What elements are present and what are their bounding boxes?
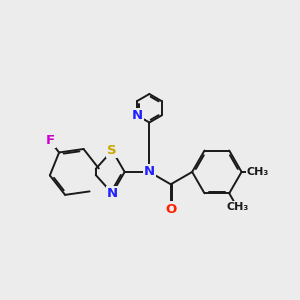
- Text: CH₃: CH₃: [226, 202, 248, 212]
- Text: CH₃: CH₃: [247, 167, 269, 177]
- Text: O: O: [165, 202, 176, 215]
- Text: N: N: [144, 165, 155, 178]
- Text: N: N: [131, 109, 142, 122]
- Text: F: F: [45, 134, 55, 147]
- Text: N: N: [107, 187, 118, 200]
- Text: S: S: [107, 144, 117, 157]
